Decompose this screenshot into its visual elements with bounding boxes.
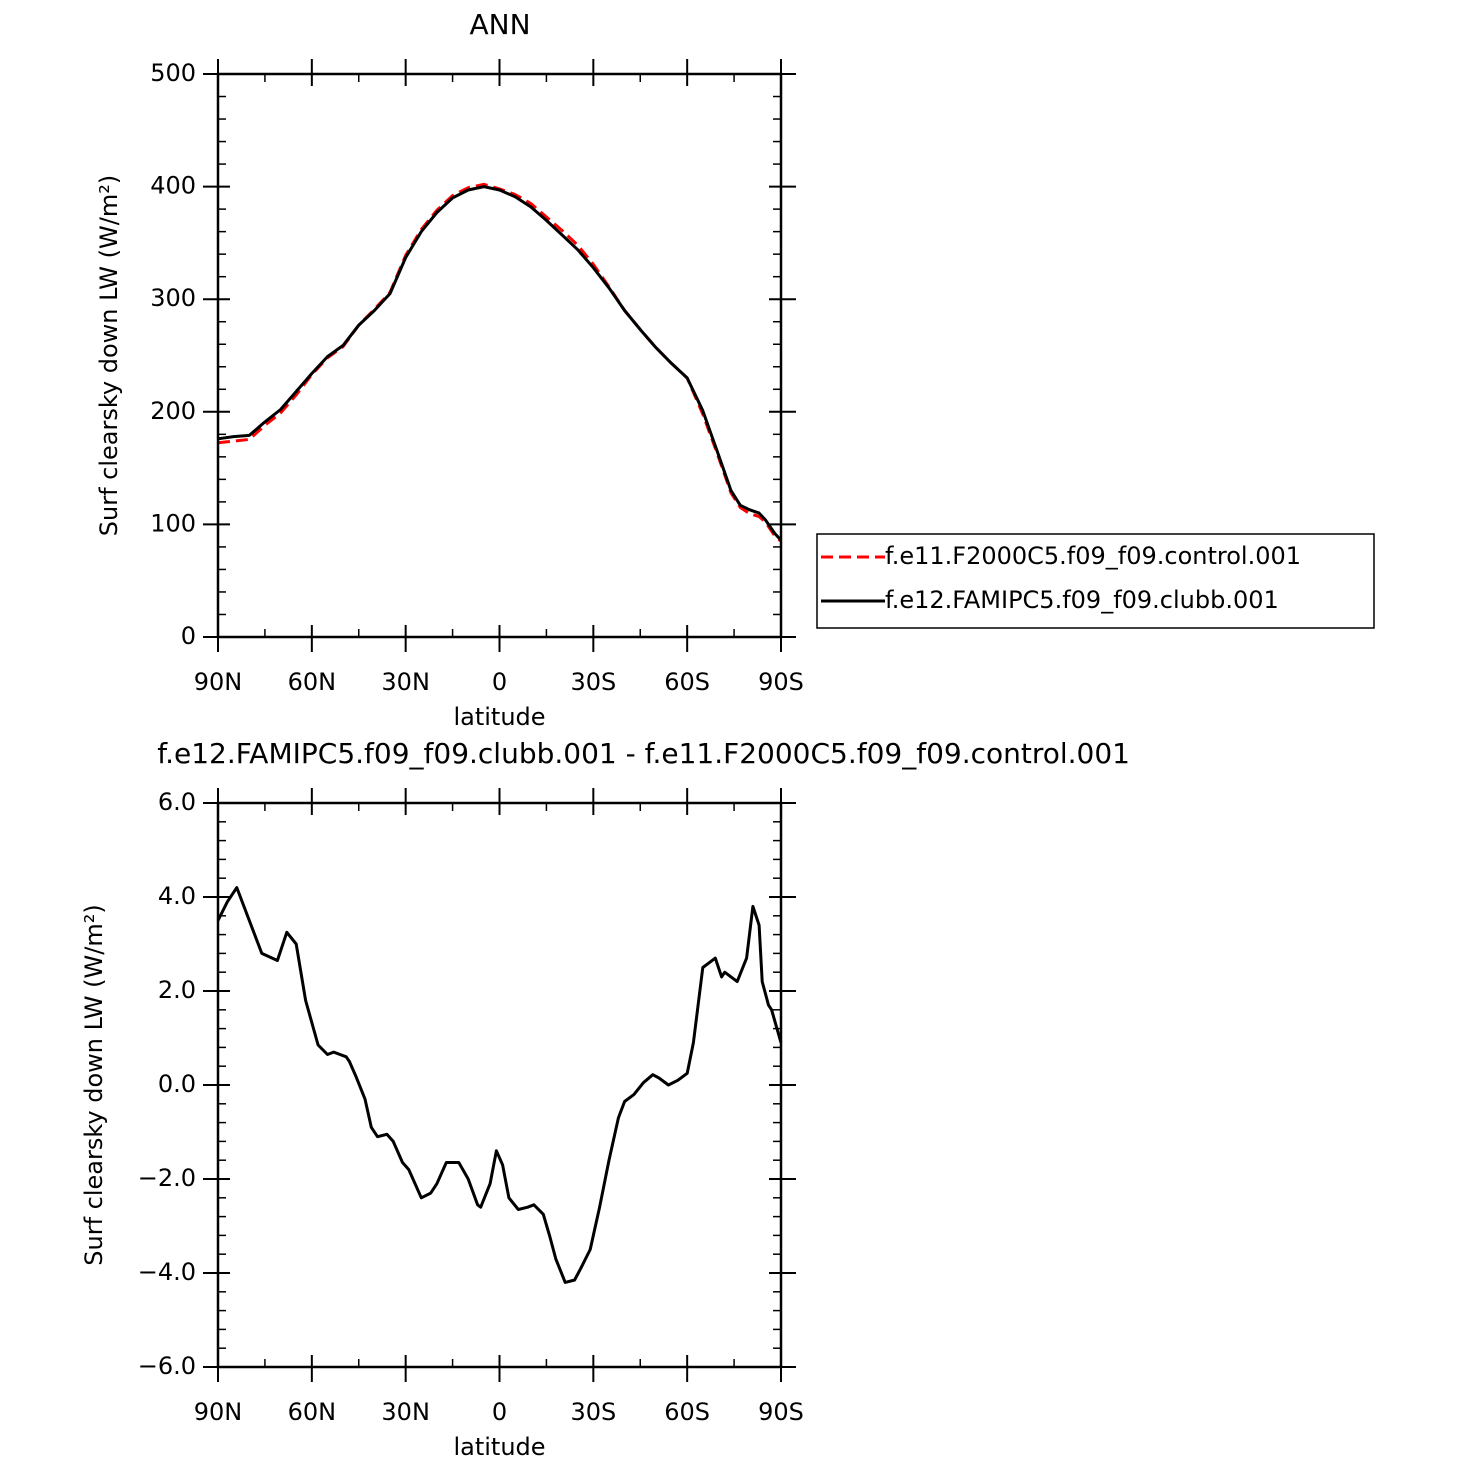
y-tick-label: 400 [150,172,196,200]
legend-label: f.e12.FAMIPC5.f09_f09.clubb.001 [885,586,1279,614]
x-tick-label: 30N [381,1398,430,1426]
y-tick-label: −6.0 [138,1352,196,1380]
y-tick-label: −2.0 [138,1164,196,1192]
data-line [217,182,782,543]
x-tick-label: 30N [381,668,430,696]
x-tick-label: 30S [570,1398,616,1426]
y-tick-label: −4.0 [138,1258,196,1286]
x-tick-label: 0 [492,1398,507,1426]
x-tick-label: 60N [288,668,337,696]
x-tick-label: 60N [288,1398,337,1426]
legend-box [816,533,1375,629]
y-tick-label: 2.0 [158,976,196,1004]
data-line [216,886,783,1284]
x-axis-label: latitude [453,703,545,731]
y-tick-label: 100 [150,509,196,537]
chart-title: f.e12.FAMIPC5.f09_f09.clubb.001 - f.e11.… [157,737,1130,770]
x-tick-label: 90S [758,668,804,696]
x-tick-label: 90N [194,1398,243,1426]
x-axis-label: latitude [453,1433,545,1461]
y-tick-label: 200 [150,397,196,425]
x-tick-label: 60S [664,668,710,696]
plot-frame [216,72,783,639]
data-line [217,185,783,542]
x-tick-label: 60S [664,1398,710,1426]
x-tick-label: 0 [492,668,507,696]
y-tick-label: 0.0 [158,1070,196,1098]
legend-label: f.e11.F2000C5.f09_f09.control.001 [885,542,1301,570]
y-axis-label: Surf clearsky down LW (W/m²) [80,904,108,1265]
x-tick-label: 30S [570,668,616,696]
y-tick-label: 500 [150,59,196,87]
x-tick-label: 90S [758,1398,804,1426]
chart-title: ANN [469,8,530,41]
y-tick-label: 0 [181,622,196,650]
y-axis-label: Surf clearsky down LW (W/m²) [95,175,123,536]
y-tick-label: 300 [150,284,196,312]
y-tick-label: 4.0 [158,882,196,910]
y-tick-label: 6.0 [158,788,196,816]
plot-frame [216,801,783,1369]
x-tick-label: 90N [194,668,243,696]
